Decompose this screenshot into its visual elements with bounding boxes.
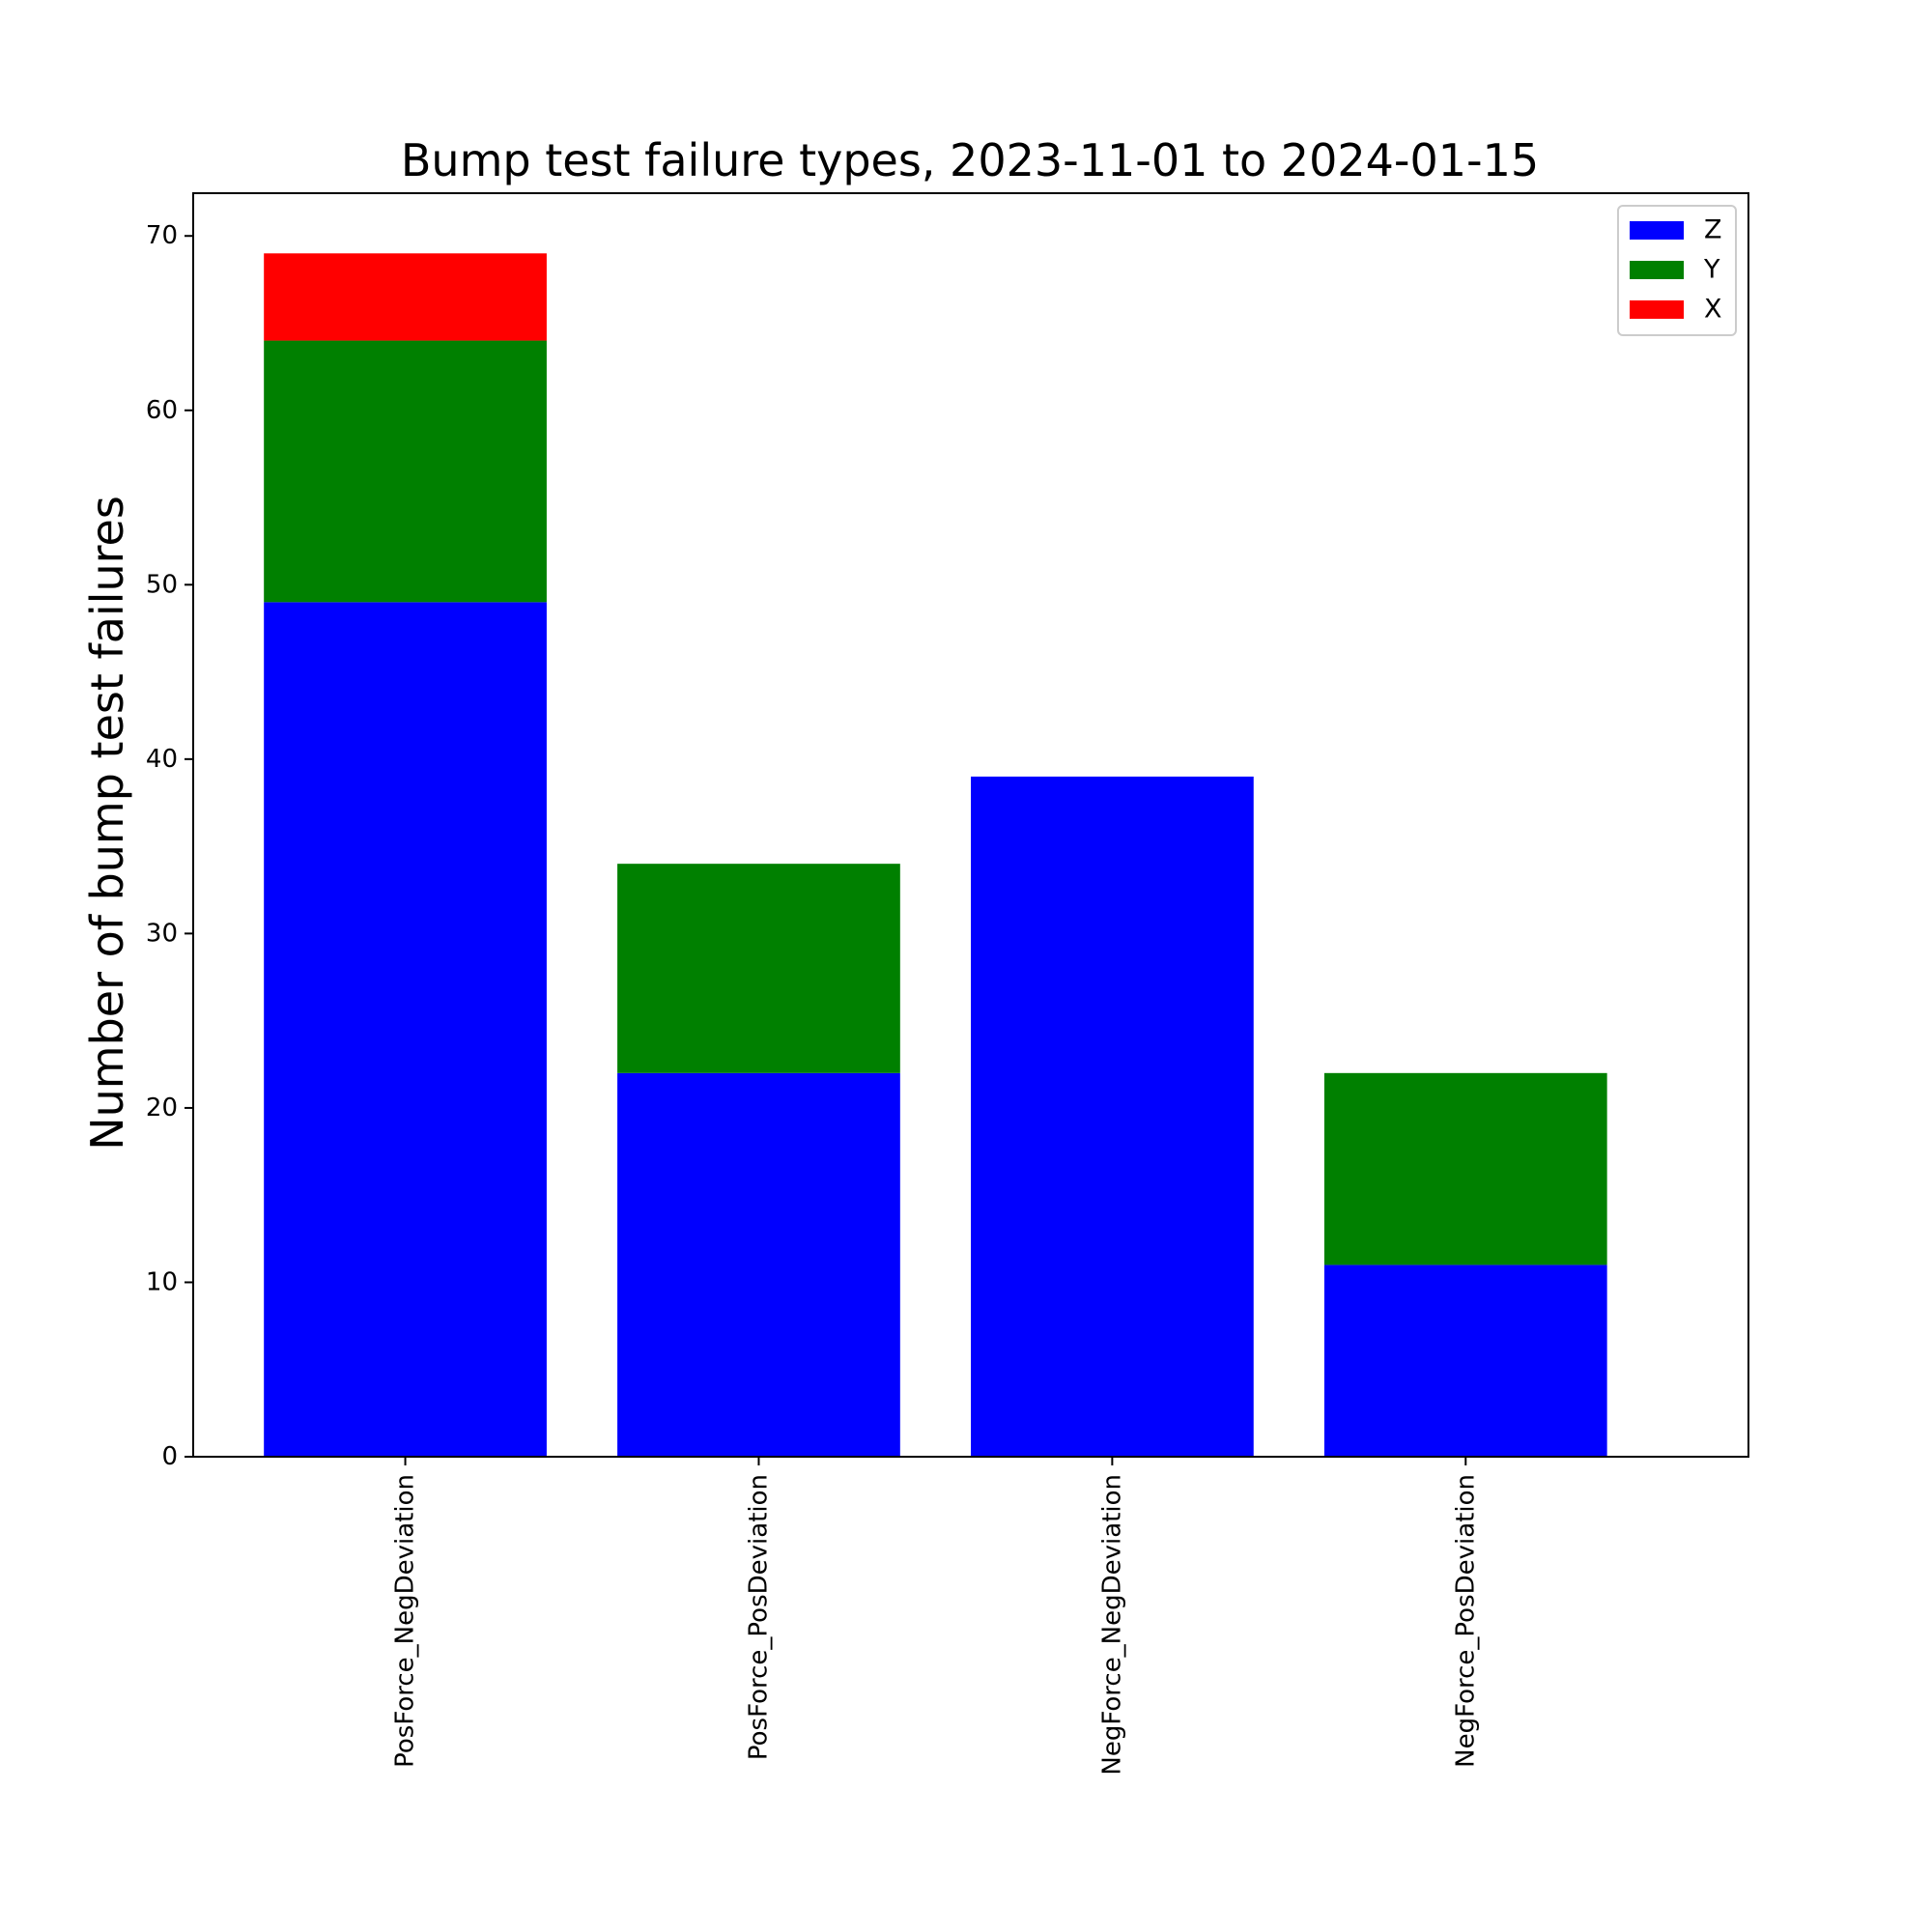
x-axis: PosForce_NegDeviation PosForce_PosDeviati…	[391, 1457, 1480, 1776]
x-tick-label: PosForce_PosDeviation	[744, 1474, 773, 1760]
legend-swatch-x	[1630, 300, 1684, 319]
bar-z-1	[617, 1072, 900, 1457]
x-tick-label: NegForce_PosDeviation	[1451, 1474, 1480, 1768]
legend-label-y: Y	[1703, 255, 1720, 285]
bar-y-1	[617, 864, 900, 1073]
y-tick-label: 60	[146, 396, 178, 425]
legend-swatch-y	[1630, 261, 1684, 279]
bar-x-0	[264, 253, 547, 341]
y-tick-label: 30	[146, 919, 178, 948]
bar-z-2	[971, 776, 1254, 1457]
plot-frame	[192, 192, 1749, 1458]
legend-label-x: X	[1704, 295, 1722, 325]
y-tick-label: 50	[146, 570, 178, 599]
chart-title: Bump test failure types, 2023-11-01 to 2…	[401, 134, 1539, 186]
legend-swatch-z	[1630, 221, 1684, 240]
y-tick-label: 70	[146, 221, 178, 250]
x-tick-label: NegForce_NegDeviation	[1097, 1474, 1126, 1776]
bar-y-3	[1323, 1072, 1607, 1265]
y-tick-label: 10	[146, 1267, 178, 1296]
bar-z-0	[264, 602, 547, 1457]
bar-y-0	[264, 340, 547, 603]
bars-group	[264, 253, 1607, 1457]
y-tick-label: 20	[146, 1094, 178, 1122]
x-tick-label: PosForce_NegDeviation	[391, 1474, 420, 1768]
y-axis: 0 10 20 30 40 50 60 70	[146, 221, 193, 1471]
bar-z-3	[1323, 1264, 1607, 1457]
legend: ZYX	[1617, 205, 1737, 336]
y-axis-label: Number of bump test failures	[81, 496, 133, 1151]
y-tick-label: 0	[161, 1442, 178, 1471]
y-tick-label: 40	[146, 745, 178, 774]
legend-label-z: Z	[1704, 215, 1722, 245]
